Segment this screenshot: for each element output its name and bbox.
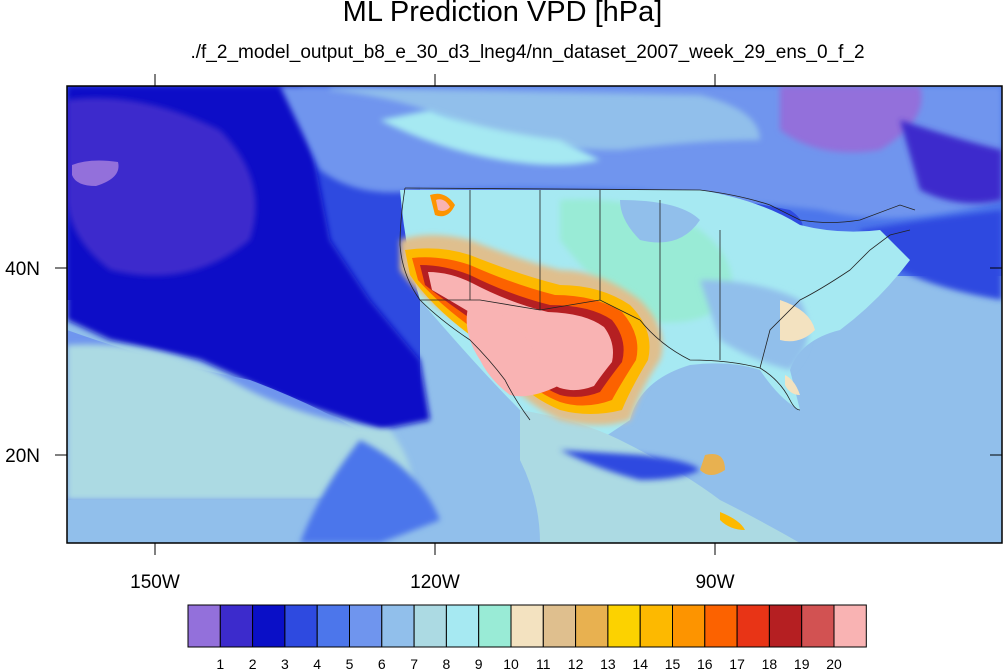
colorbar-swatch <box>833 604 867 648</box>
colorbar-swatch <box>349 604 383 648</box>
colorbar-label: 5 <box>346 656 354 672</box>
map-plot-area <box>67 86 1002 543</box>
colorbar-label: 8 <box>443 656 451 672</box>
colorbar-swatch <box>736 604 770 648</box>
map-title: ML Prediction VPD [hPa] <box>342 0 663 28</box>
colorbar-swatch <box>768 604 803 648</box>
colorbar-swatch <box>672 604 706 648</box>
colorbar-label: 11 <box>536 656 551 672</box>
colorbar-label: 20 <box>826 656 842 672</box>
colorbar-swatch <box>639 604 674 648</box>
colorbar-label: 18 <box>762 656 778 672</box>
colorbar-label: 4 <box>313 656 321 672</box>
colorbar-label: 16 <box>697 656 713 672</box>
colorbar-swatch <box>445 604 480 648</box>
y-tick-label: 20N <box>5 446 40 467</box>
colorbar-label: 14 <box>632 656 648 672</box>
colorbar-swatch <box>542 604 577 648</box>
colorbar-swatch <box>575 604 609 648</box>
colorbar-swatch <box>510 604 544 648</box>
colorbar-swatch <box>187 604 221 648</box>
map-frame <box>66 85 1003 544</box>
colorbar-label: 9 <box>475 656 483 672</box>
y-tick-label: 40N <box>5 259 40 280</box>
colorbar-label: 2 <box>249 656 257 672</box>
colorbar-swatch <box>704 604 738 648</box>
colorbar-swatch <box>252 604 286 648</box>
colorbar-label: 3 <box>281 656 289 672</box>
colorbar-swatch <box>801 604 835 648</box>
colorbar-label: 1 <box>216 656 224 672</box>
colorbar-label: 17 <box>729 656 745 672</box>
colorbar-label: 10 <box>503 656 519 672</box>
colorbar-swatch <box>607 604 641 648</box>
colorbar-label: 6 <box>378 656 386 672</box>
colorbar-label: 19 <box>794 656 810 672</box>
axis-ticks <box>55 74 1002 555</box>
x-tick-label: 150W <box>130 572 180 593</box>
colorbar-swatch <box>316 604 351 648</box>
coastline-borders <box>399 187 916 421</box>
colorbar-label: 12 <box>568 656 584 672</box>
x-tick-label: 120W <box>410 572 460 593</box>
colorbar: 1 2 3 4 5 6 7 8 9 10 11 12 13 14 15 16 17 18 19 20 <box>187 604 867 672</box>
map-subtitle: ./f_2_model_output_b8_e_30_d3_lneg4/nn_d… <box>190 42 865 63</box>
colorbar-swatch <box>478 604 512 648</box>
x-tick-label: 90W <box>695 572 734 593</box>
colorbar-swatch <box>381 604 415 648</box>
colorbar-label: 15 <box>665 656 681 672</box>
colorbar-label: 7 <box>410 656 418 672</box>
colorbar-label: 13 <box>600 656 616 672</box>
colorbar-swatch <box>284 604 318 648</box>
colorbar-swatch <box>219 604 254 648</box>
colorbar-swatch <box>413 604 447 648</box>
